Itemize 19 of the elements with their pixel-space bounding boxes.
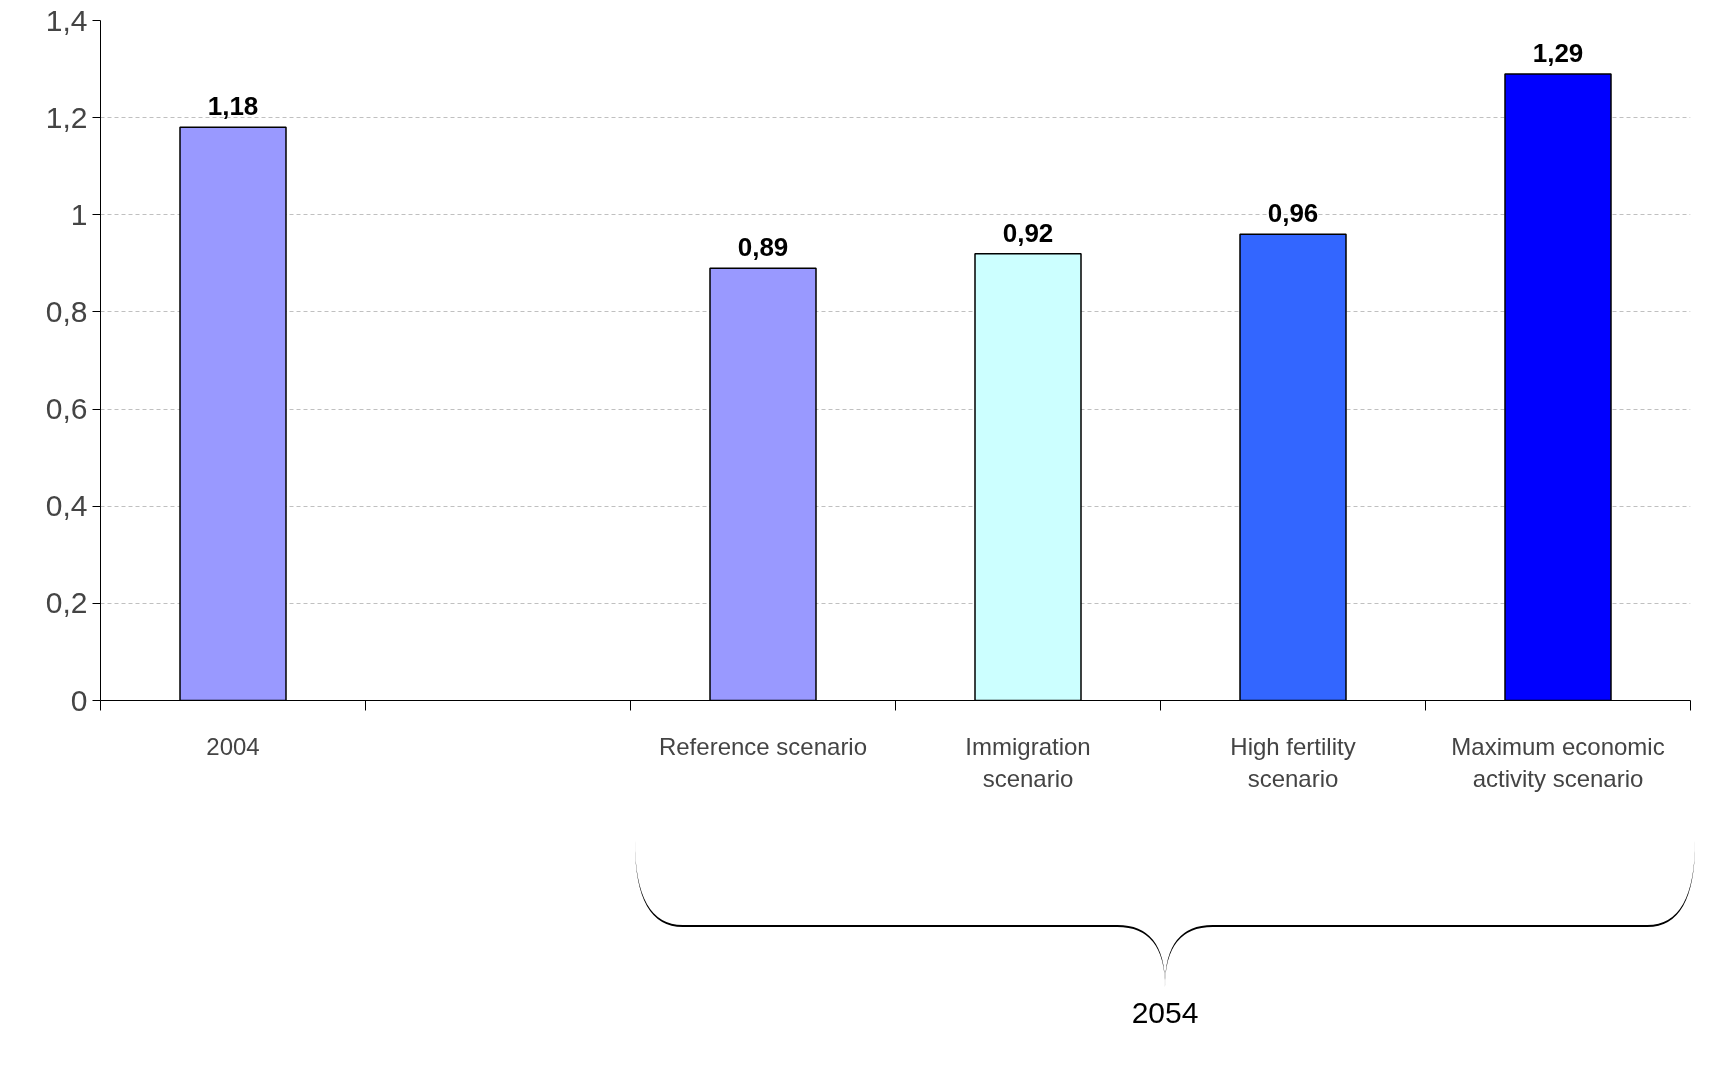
y-tick-label: 0 [70, 683, 88, 717]
text: 2054 [1131, 996, 1199, 1029]
y-tick-label: 1 [70, 197, 88, 231]
data-label: 1,18 [207, 91, 259, 122]
y-tick-label: 1,4 [45, 3, 88, 37]
x-tick-label: High fertility scenario [1230, 732, 1356, 792]
y-tick-label: 1,2 [45, 100, 88, 134]
y-tick-label: 0,2 [45, 586, 88, 620]
y-tick-label: 0,8 [45, 294, 88, 328]
x-tick-label: Maximum economic activity scenario [1451, 732, 1665, 792]
data-label: 1,29 [1532, 37, 1584, 68]
data-label: 0,89 [737, 232, 789, 263]
x-tick-label: Immigration scenario [965, 732, 1091, 792]
x-tick-label: Reference scenario [658, 732, 868, 760]
y-tick-label: 0,6 [45, 392, 88, 426]
data-label: 0,96 [1267, 198, 1319, 229]
y-tick-label: 0,4 [45, 489, 88, 523]
data-label: 0,92 [1002, 217, 1054, 248]
x-tick-label: 2004 [206, 732, 260, 760]
